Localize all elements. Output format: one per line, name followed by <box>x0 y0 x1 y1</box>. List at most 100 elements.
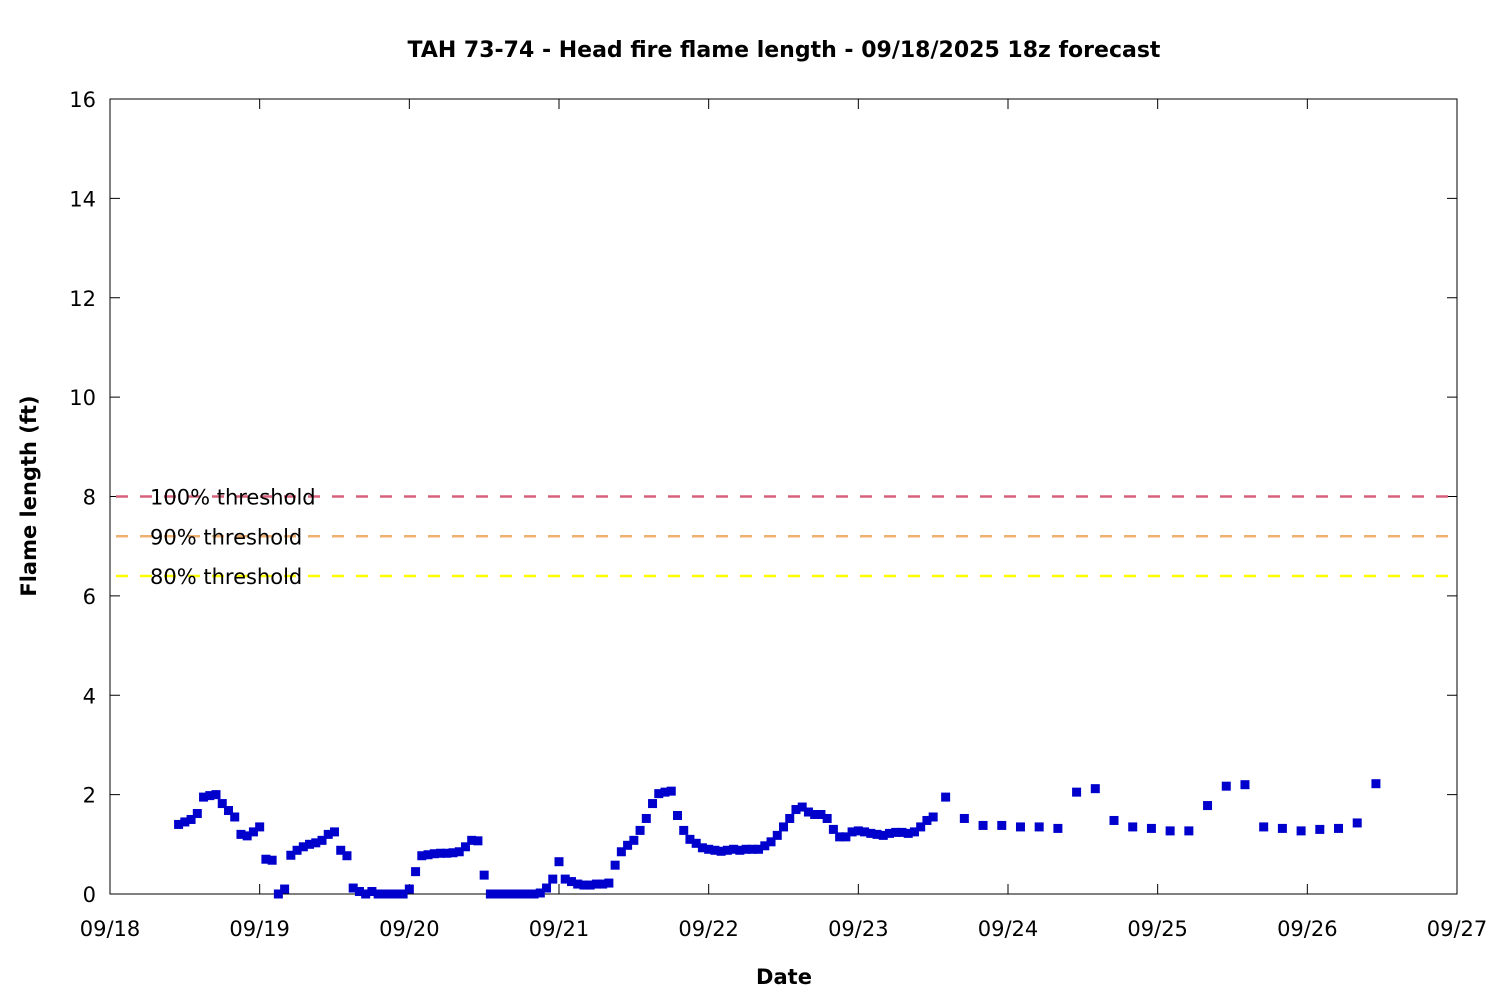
data-point <box>192 809 202 819</box>
y-tick-label: 8 <box>83 486 96 510</box>
data-point <box>386 889 396 899</box>
data-point <box>317 835 327 845</box>
data-point <box>417 851 427 861</box>
data-point <box>554 857 564 867</box>
data-point <box>1165 826 1175 836</box>
data-point <box>348 883 358 893</box>
data-point <box>311 838 321 848</box>
data-point <box>853 826 863 836</box>
data-point <box>722 845 732 855</box>
data-point <box>336 845 346 855</box>
data-point <box>716 846 726 856</box>
data-point <box>1221 781 1231 791</box>
data-point <box>510 889 520 899</box>
data-point <box>591 879 601 889</box>
data-point <box>367 887 377 897</box>
data-point <box>342 851 352 861</box>
data-point <box>666 786 676 796</box>
data-point <box>280 884 290 894</box>
data-point <box>174 819 184 829</box>
data-point <box>897 827 907 837</box>
data-point <box>1203 801 1213 811</box>
data-point <box>810 810 820 819</box>
data-point <box>978 820 988 830</box>
data-point <box>1128 822 1138 832</box>
y-tick-label: 12 <box>69 287 96 311</box>
data-point <box>223 806 233 816</box>
data-point <box>298 842 308 852</box>
data-point <box>604 878 614 888</box>
data-point <box>404 884 414 894</box>
data-point <box>747 844 757 854</box>
data-point <box>579 880 589 890</box>
y-tick-label: 10 <box>69 386 96 410</box>
data-point <box>941 792 951 802</box>
data-point <box>379 889 389 899</box>
data-point <box>629 835 639 845</box>
data-point <box>885 828 895 838</box>
data-point <box>803 807 813 817</box>
data-point <box>180 817 190 827</box>
data-point <box>205 791 215 801</box>
data-point <box>292 845 302 855</box>
x-tick-label: 09/18 <box>80 917 141 941</box>
x-tick-label: 09/24 <box>978 917 1039 941</box>
x-tick-label: 09/21 <box>529 917 590 941</box>
data-point <box>1277 823 1287 833</box>
data-point <box>672 810 682 820</box>
data-point <box>1296 826 1306 836</box>
data-point <box>1015 822 1025 832</box>
data-point <box>492 889 502 899</box>
data-point <box>1240 780 1250 790</box>
x-tick-label: 09/25 <box>1127 917 1188 941</box>
data-point <box>1034 822 1044 832</box>
data-point <box>186 814 196 824</box>
data-point <box>779 822 788 832</box>
data-point <box>654 789 664 799</box>
data-point <box>361 889 371 899</box>
data-point <box>616 847 626 857</box>
data-point <box>236 829 246 839</box>
data-point <box>922 815 932 825</box>
data-point <box>566 877 576 887</box>
data-point <box>997 820 1007 830</box>
data-point <box>772 830 782 840</box>
data-point <box>211 790 221 800</box>
data-point <box>791 805 801 815</box>
x-axis-label: Date <box>756 965 812 989</box>
threshold-label: 90% threshold <box>150 525 302 549</box>
data-point <box>697 843 707 853</box>
data-point <box>242 831 252 841</box>
data-point <box>835 832 845 842</box>
data-point <box>479 870 489 880</box>
data-point <box>623 840 633 850</box>
y-tick-label: 4 <box>83 684 96 708</box>
data-point <box>754 844 764 854</box>
data-point <box>467 835 477 845</box>
data-point <box>841 832 851 842</box>
data-point <box>548 874 558 884</box>
threshold-label: 100% threshold <box>150 486 316 510</box>
data-point <box>373 889 383 899</box>
data-point <box>267 855 277 865</box>
data-point <box>872 829 882 839</box>
data-point <box>523 889 533 899</box>
data-point <box>1184 826 1194 836</box>
data-point <box>542 883 552 893</box>
data-point <box>199 792 209 802</box>
data-point <box>448 848 458 858</box>
data-point <box>766 837 776 847</box>
data-point <box>760 841 770 851</box>
data-point <box>679 825 689 835</box>
data-point <box>1334 823 1344 833</box>
data-point <box>648 799 658 809</box>
data-point <box>866 828 876 838</box>
data-point <box>903 828 913 838</box>
data-point <box>928 812 938 822</box>
data-point <box>822 813 832 823</box>
data-point <box>517 889 527 899</box>
data-point <box>660 787 670 797</box>
data-point <box>1146 823 1156 833</box>
data-point <box>485 889 495 899</box>
